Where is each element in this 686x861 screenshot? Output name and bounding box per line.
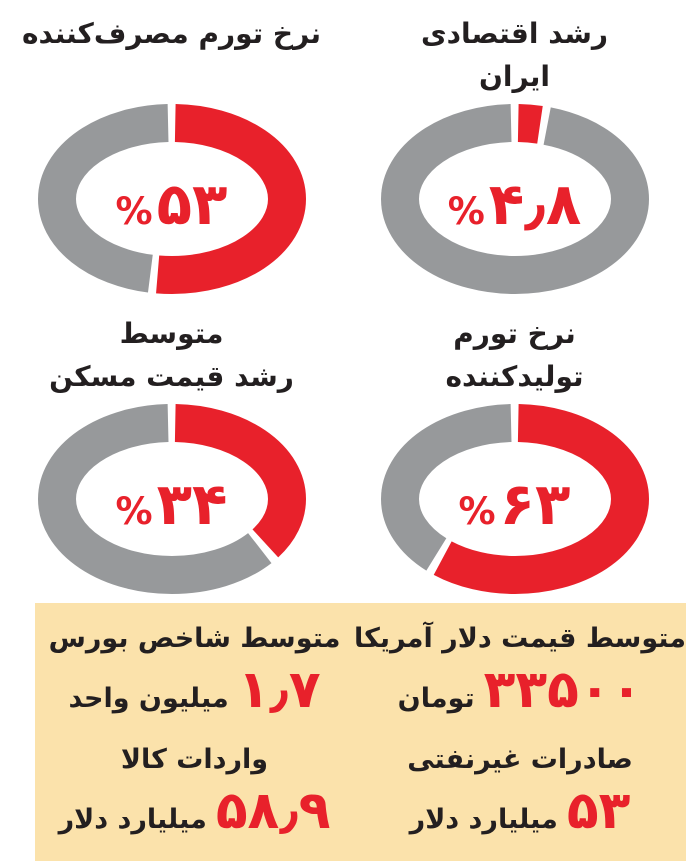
remainder-arc <box>380 404 649 594</box>
stat-unit: تومان <box>397 683 475 714</box>
stat-goods-imports: واردات کالا ۵۸٫۹ میلیارد دلار <box>35 740 354 861</box>
stat-label: متوسط قیمت دلار آمریکا <box>354 623 686 654</box>
remainder-arc <box>380 104 649 294</box>
chart-title-line: نرخ تورم <box>453 317 576 350</box>
donut-chart-iran-economic-growth: رشد اقتصادی ایران % ۴٫۸ <box>343 0 686 300</box>
percent-sign: % <box>115 490 153 533</box>
donut-chart-producer-inflation: نرخ تورم تولیدکننده % ۶۳ <box>343 300 686 600</box>
chart-title-line: رشد قیمت مسکن <box>49 360 294 393</box>
stat-unit: میلیارد دلار <box>58 804 207 835</box>
remainder-arc <box>37 404 306 594</box>
chart-title: متوسط رشد قیمت مسکن <box>0 312 343 398</box>
stat-number: ۵۸٫۹ <box>215 781 331 841</box>
percent-label: % ۶۳ <box>343 470 686 538</box>
chart-title: نرخ تورم تولیدکننده <box>343 312 686 398</box>
donut-chart-housing-price-growth: متوسط رشد قیمت مسکن % ۳۴ <box>0 300 343 600</box>
value-arc <box>37 404 306 594</box>
percent-sign: % <box>458 490 496 533</box>
stat-value: ۵۸٫۹ میلیارد دلار <box>35 781 354 841</box>
stat-label: متوسط شاخص بورس <box>48 623 341 654</box>
chart-title-line: تولیدکننده <box>445 360 584 393</box>
percent-sign: % <box>447 190 485 233</box>
percent-label: % ۵۳ <box>0 170 343 238</box>
percent-value: ۴٫۸ <box>488 170 582 238</box>
percent-value: ۵۳ <box>156 170 228 238</box>
percent-value: ۳۴ <box>156 470 228 538</box>
chart-title-line: متوسط <box>119 317 224 350</box>
stat-number: ۵۳ <box>566 781 631 841</box>
chart-title: نرخ تورم مصرف‌کننده <box>0 12 343 55</box>
stat-label: صادرات غیرنفتی <box>407 744 633 775</box>
chart-title-line: ایران <box>478 60 551 93</box>
stat-unit: میلیارد دلار <box>409 804 558 835</box>
stat-stock-index: متوسط شاخص بورس ۱٫۷ میلیون واحد <box>35 619 354 740</box>
value-arc <box>380 404 649 594</box>
percent-label: % ۴٫۸ <box>343 170 686 238</box>
donut-ring <box>380 404 649 594</box>
stat-usd-price: متوسط قیمت دلار آمریکا ۳۳۵۰۰ تومان <box>354 619 686 740</box>
stat-value: ۳۳۵۰۰ تومان <box>354 660 686 720</box>
chart-title-line: رشد اقتصادی <box>420 17 609 50</box>
stats-panel: متوسط قیمت دلار آمریکا ۳۳۵۰۰ تومان متوسط … <box>35 603 686 861</box>
stat-label: واردات کالا <box>120 744 269 775</box>
value-arc <box>37 104 306 294</box>
donut-ring <box>37 104 306 294</box>
stat-unit: میلیون واحد <box>68 683 229 714</box>
donut-ring <box>380 104 649 294</box>
stat-non-oil-exports: صادرات غیرنفتی ۵۳ میلیارد دلار <box>354 740 686 861</box>
percent-sign: % <box>115 190 153 233</box>
chart-title-line: نرخ تورم مصرف‌کننده <box>21 17 322 50</box>
stat-value: ۵۳ میلیارد دلار <box>354 781 686 841</box>
stat-number: ۱٫۷ <box>237 660 321 720</box>
donut-ring <box>37 404 306 594</box>
stat-number: ۳۳۵۰۰ <box>483 660 643 720</box>
donut-chart-consumer-inflation: نرخ تورم مصرف‌کننده % ۵۳ <box>0 0 343 300</box>
remainder-arc <box>37 104 306 294</box>
percent-label: % ۳۴ <box>0 470 343 538</box>
stat-value: ۱٫۷ میلیون واحد <box>35 660 354 720</box>
percent-value: ۶۳ <box>499 470 571 538</box>
chart-title: رشد اقتصادی ایران <box>343 12 686 98</box>
donut-charts-grid: رشد اقتصادی ایران % ۴٫۸ نرخ تورم مصرف‌کن… <box>0 0 686 600</box>
